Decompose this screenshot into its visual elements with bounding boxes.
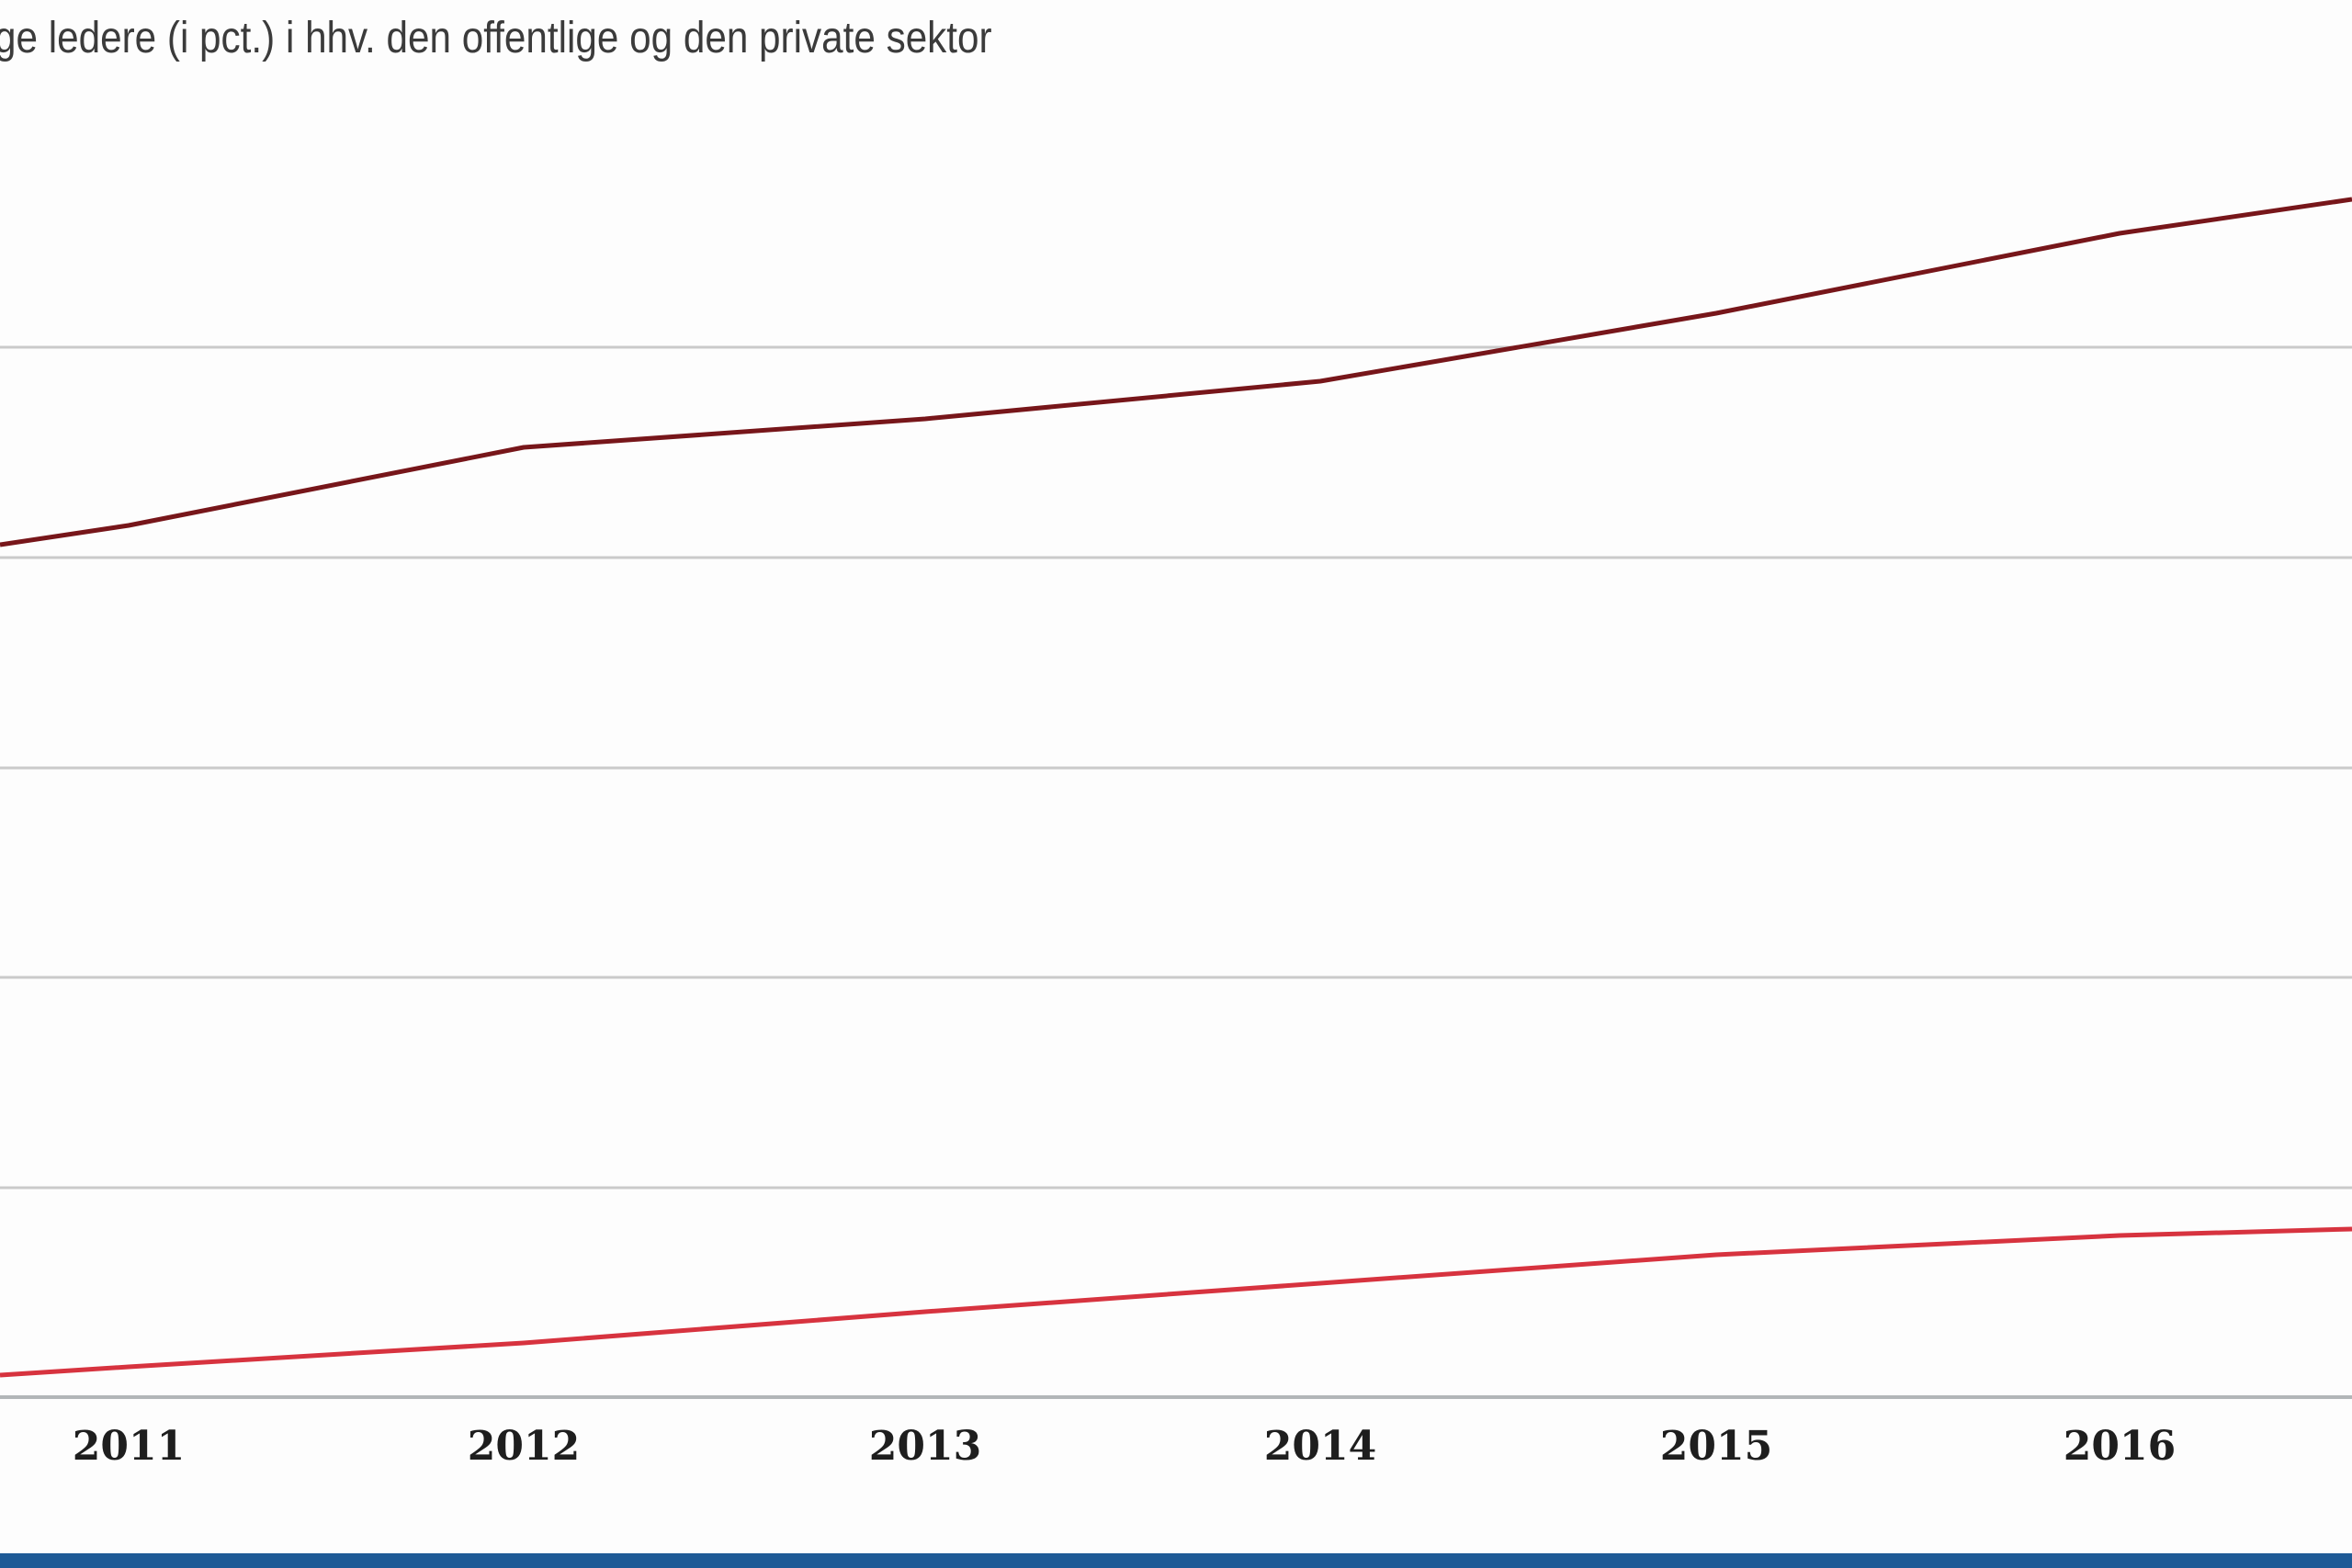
series-line-lower [0,1226,2352,1378]
bottom-blue-bar [0,1553,2352,1568]
series-line-upper [0,197,2352,547]
chart-title: ge ledere (i pct.) i hhv. den offentlige… [0,14,992,62]
